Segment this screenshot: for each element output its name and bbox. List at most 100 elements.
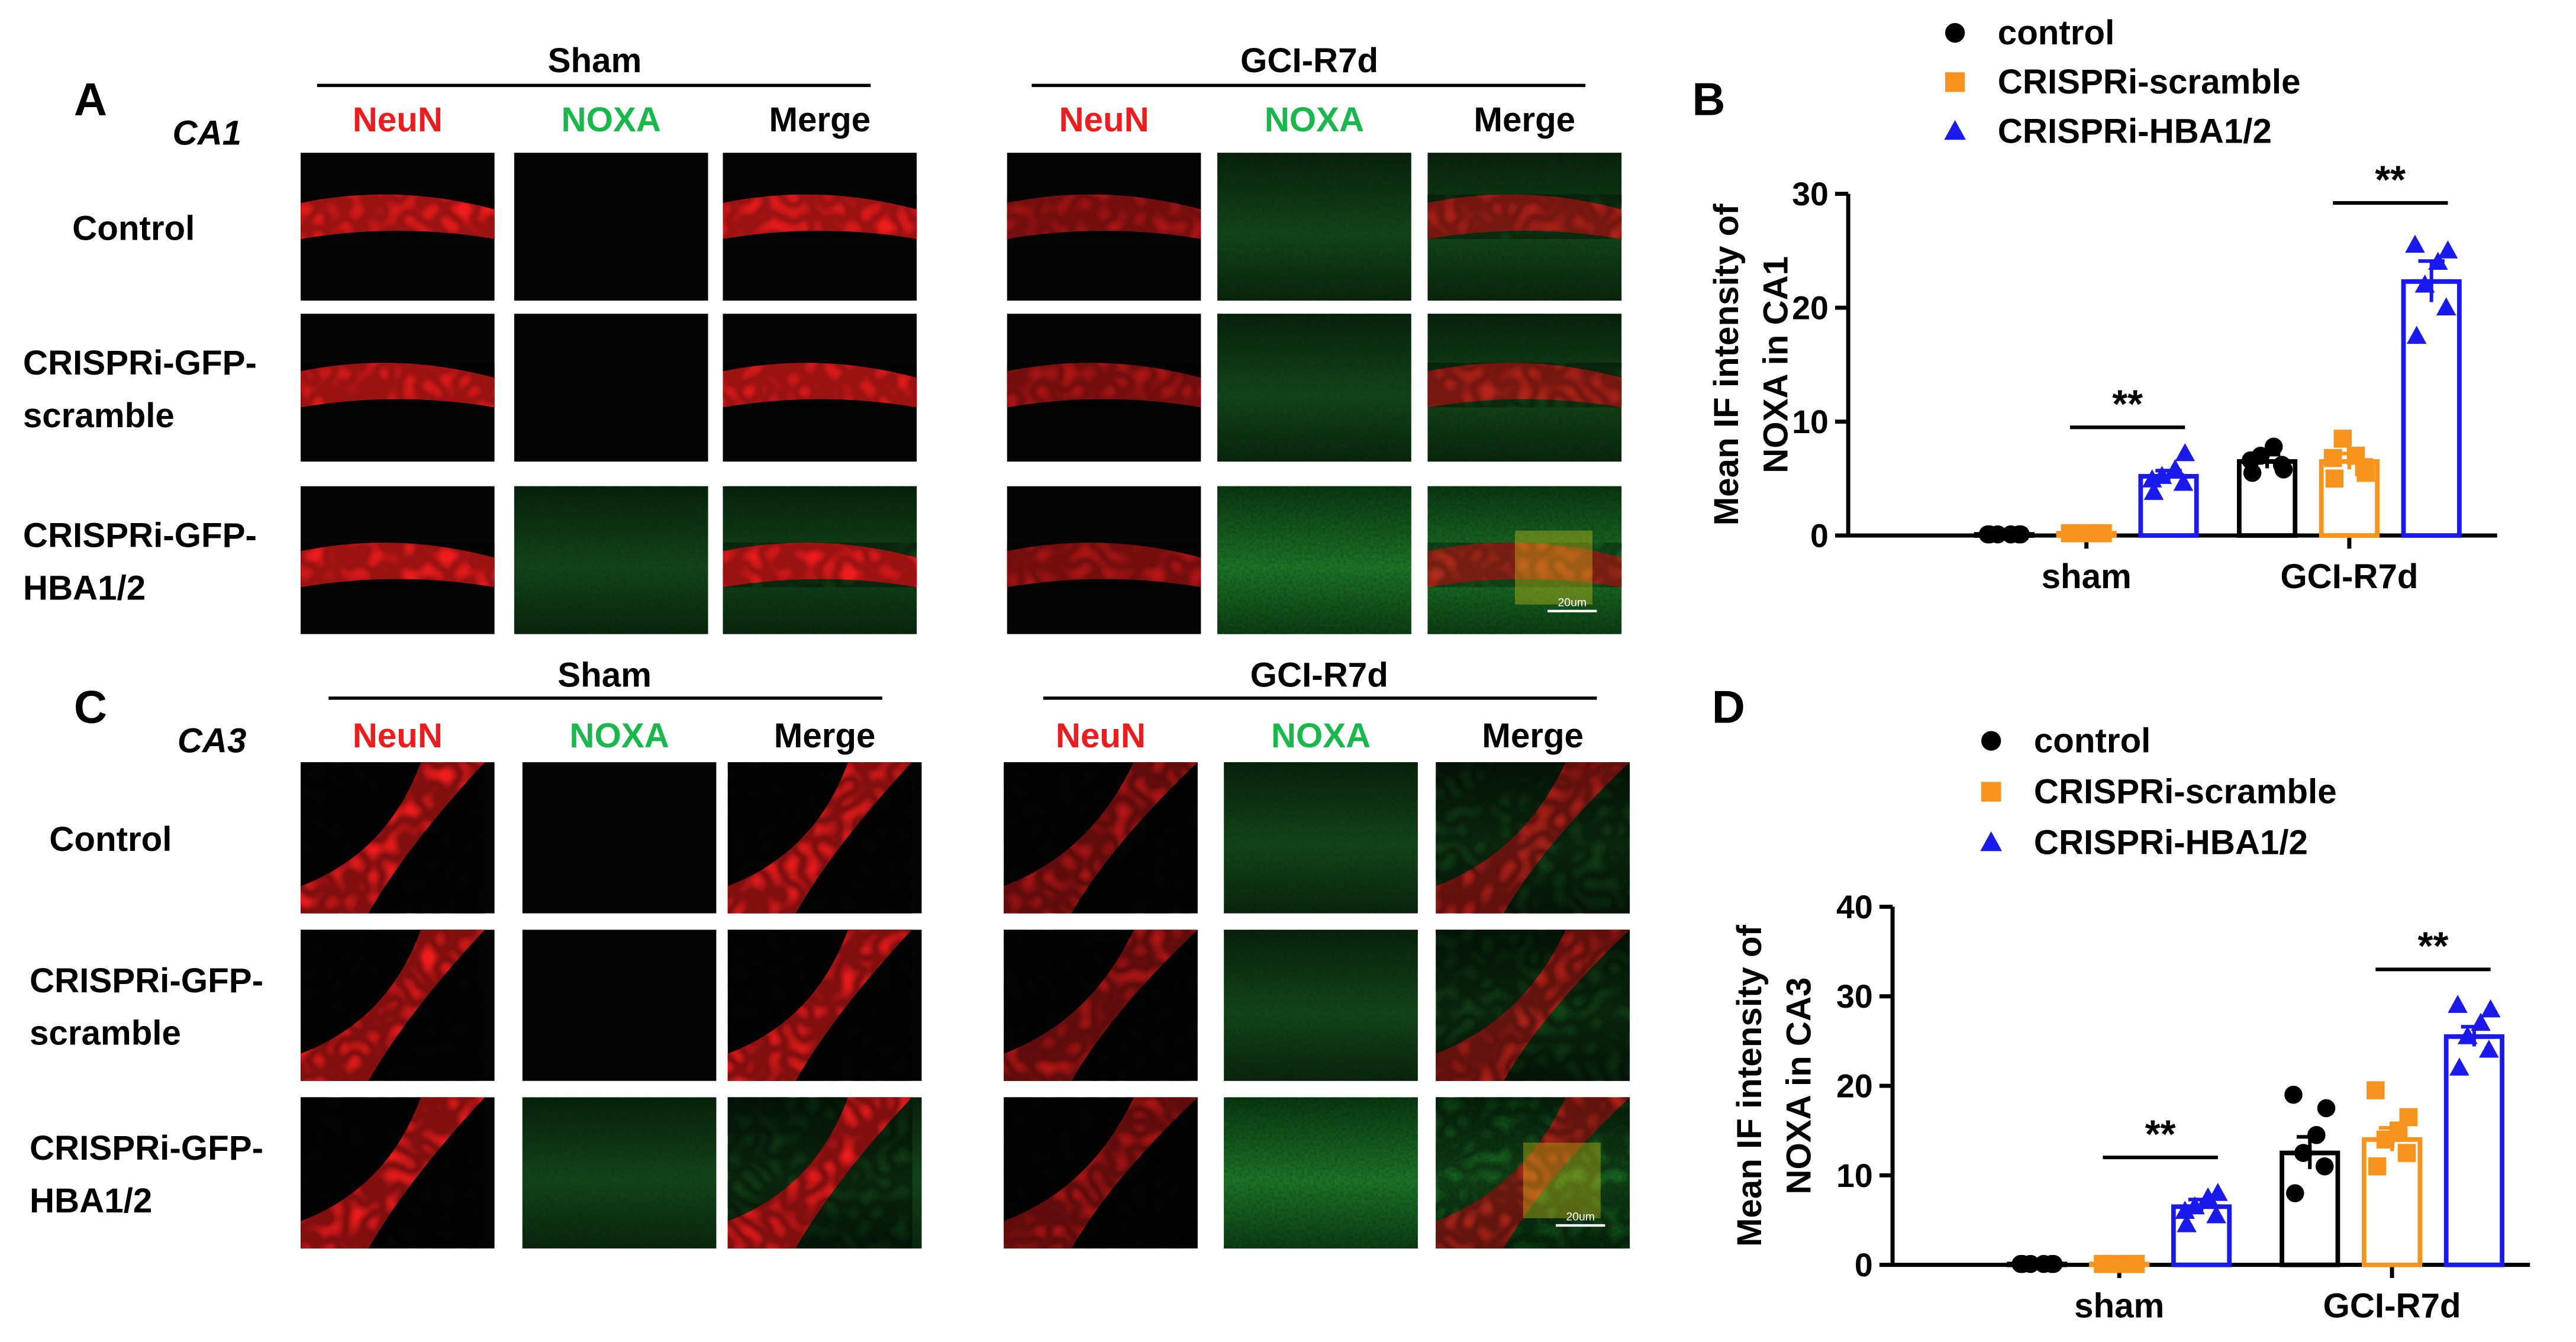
micrograph-tile xyxy=(301,486,495,634)
y-tick-label: 20 xyxy=(1836,1067,1873,1104)
region-label: CA1 xyxy=(172,114,241,152)
merge-overlap xyxy=(1523,1143,1601,1218)
data-point xyxy=(2368,1157,2387,1176)
y-axis-label-line: NOXA in CA1 xyxy=(1756,256,1795,473)
micrograph-tile xyxy=(301,153,495,301)
x-tick-label: GCI-R7d xyxy=(2280,557,2418,596)
noxa-speckle xyxy=(1224,930,1418,1081)
panel-c: C CA3 Sham NeuN NOXA Merge GCI-R7d NeuN NOXA Merg… xyxy=(30,656,1630,1249)
noxa-speckle xyxy=(1224,762,1418,914)
neun-texture xyxy=(727,762,913,914)
y-axis-label-line: Mean IF intensity of xyxy=(1707,204,1746,526)
x-tick-label: GCI-R7d xyxy=(2323,1286,2461,1325)
micrograph-tile xyxy=(1007,314,1201,462)
y-tick-label: 30 xyxy=(1836,978,1873,1015)
micrograph-tile xyxy=(522,762,717,914)
data-point xyxy=(2323,449,2342,467)
panel-letter: D xyxy=(1712,682,1745,733)
micrograph-tile xyxy=(301,314,495,462)
data-point xyxy=(2471,1012,2491,1031)
neun-texture xyxy=(1007,543,1201,588)
data-point xyxy=(2011,525,2030,544)
channel-label: Merge xyxy=(769,101,871,139)
scale-bar-label: 20um xyxy=(1566,1211,1595,1224)
data-point xyxy=(2284,1085,2303,1104)
neun-texture xyxy=(301,363,495,408)
micrograph-tile xyxy=(723,486,917,634)
noxa-speckle xyxy=(1217,153,1411,301)
data-point xyxy=(2356,463,2375,482)
x-tick-label: sham xyxy=(2074,1286,2164,1325)
data-point xyxy=(2208,1183,2228,1201)
row-label: CRISPRi-GFP- xyxy=(30,962,263,1000)
channel-label: Merge xyxy=(1474,101,1575,139)
y-tick-label: 20 xyxy=(1792,289,1829,326)
data-point xyxy=(2274,460,2293,479)
data-point xyxy=(2175,1201,2195,1219)
data-point xyxy=(2143,482,2164,500)
data-point xyxy=(2479,1039,2499,1058)
micrograph-tile xyxy=(1007,153,1201,301)
legend-label: CRISPRi-HBA1/2 xyxy=(2034,824,2308,862)
bar xyxy=(2401,279,2462,538)
channel-label: NOXA xyxy=(569,717,669,755)
neun-texture xyxy=(1007,363,1201,408)
data-point xyxy=(2315,1157,2334,1176)
noxa-speckle xyxy=(1224,1097,1418,1249)
data-point xyxy=(2294,1144,2313,1162)
micrograph-tile xyxy=(1224,1097,1418,1249)
neun-texture xyxy=(1427,194,1622,239)
noxa-speckle xyxy=(1217,486,1411,634)
neun-texture xyxy=(723,543,917,588)
row-label: CRISPRi-GFP- xyxy=(23,516,257,554)
neun-texture xyxy=(301,1097,485,1249)
row-label: HBA1/2 xyxy=(23,569,146,607)
micrograph-tile xyxy=(1217,153,1411,301)
significance-label: ** xyxy=(2375,158,2406,202)
significance-label: ** xyxy=(2112,383,2143,427)
data-point xyxy=(2325,469,2344,488)
neun-texture xyxy=(1004,1097,1198,1249)
row-label: CRISPRi-GFP- xyxy=(30,1129,263,1167)
channel-label: Merge xyxy=(1482,717,1584,755)
data-point xyxy=(2165,459,2185,478)
y-tick-label: 0 xyxy=(1855,1247,1873,1283)
group-label: GCI-R7d xyxy=(1250,656,1388,694)
data-point xyxy=(2333,430,2352,448)
data-point xyxy=(2286,1184,2304,1202)
micrograph-tile xyxy=(301,762,495,914)
neun-texture xyxy=(301,543,495,588)
micrograph-tile xyxy=(1004,1097,1198,1249)
y-tick-label: 40 xyxy=(1836,889,1873,925)
neun-texture xyxy=(1004,762,1198,914)
data-point xyxy=(2142,469,2162,488)
micrograph-tile xyxy=(301,930,495,1081)
data-point xyxy=(2264,437,2283,456)
data-point xyxy=(2448,995,2468,1013)
row-label: Control xyxy=(72,209,195,247)
legend-label: control xyxy=(1998,14,2115,52)
channel-label: NOXA xyxy=(1265,101,1364,139)
row-label: scramble xyxy=(30,1014,181,1053)
legend-label: control xyxy=(2034,721,2151,760)
neun-texture xyxy=(727,930,913,1081)
legend-label: CRISPRi-scramble xyxy=(1998,63,2301,101)
micrograph-tile xyxy=(1007,486,1201,634)
micrograph-tile xyxy=(727,762,922,914)
data-point xyxy=(2428,251,2448,270)
tile-background xyxy=(522,930,717,1081)
region-label: CA3 xyxy=(178,721,247,760)
row-label: HBA1/2 xyxy=(30,1182,152,1220)
legend-label: CRISPRi-scramble xyxy=(2034,773,2337,811)
data-point xyxy=(2177,1214,2197,1233)
micrograph-tile xyxy=(1436,1097,1630,1249)
data-point xyxy=(2406,325,2427,344)
neun-texture xyxy=(727,1097,913,1249)
legend-label: CRISPRi-HBA1/2 xyxy=(1998,112,2272,151)
micrograph-tile xyxy=(1427,314,1622,462)
noxa-speckle xyxy=(1217,314,1411,462)
